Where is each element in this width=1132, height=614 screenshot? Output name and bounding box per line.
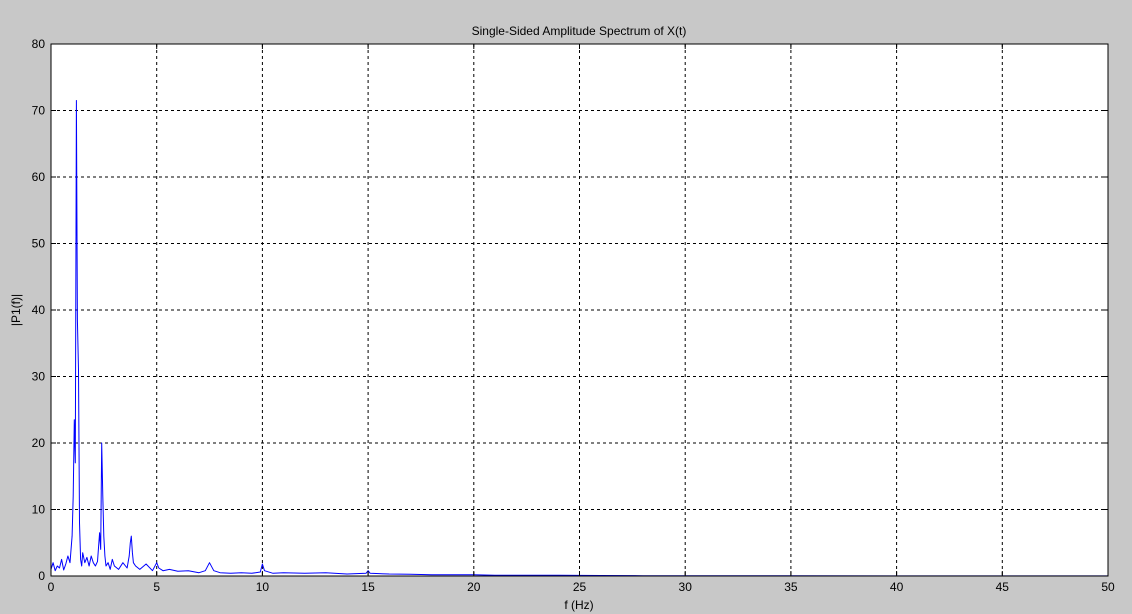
x-axis: 0 5 10 15 20 25 30 35 40 45 50 [48,44,1115,594]
y-tick-label: 30 [32,370,46,384]
grid [51,44,1108,576]
x-tick-label: 0 [48,580,55,594]
y-tick-label: 80 [32,37,46,51]
x-tick-label: 15 [361,580,375,594]
x-tick-label: 25 [573,580,587,594]
y-tick-label: 0 [38,569,45,583]
y-axis: 0 10 20 30 40 50 60 70 80 [32,37,1108,583]
x-tick-label: 20 [467,580,481,594]
x-tick-label: 50 [1101,580,1115,594]
y-tick-label: 40 [32,303,46,317]
x-tick-label: 35 [784,580,798,594]
x-axis-label: f (Hz) [564,598,593,612]
spectrum-line-0 [50,100,1108,577]
spectrum-series [50,100,1108,577]
y-axis-label: |P1(f)| [9,294,23,326]
y-tick-label: 70 [32,104,46,118]
x-tick-label: 5 [153,580,160,594]
x-tick-label: 30 [679,580,693,594]
chart-title: Single-Sided Amplitude Spectrum of X(t) [472,24,687,38]
y-tick-label: 10 [32,503,46,517]
x-tick-label: 10 [256,580,270,594]
x-tick-label: 45 [996,580,1010,594]
x-tick-label: 40 [890,580,904,594]
y-tick-label: 50 [32,237,46,251]
y-tick-label: 60 [32,170,46,184]
y-tick-label: 20 [32,436,46,450]
